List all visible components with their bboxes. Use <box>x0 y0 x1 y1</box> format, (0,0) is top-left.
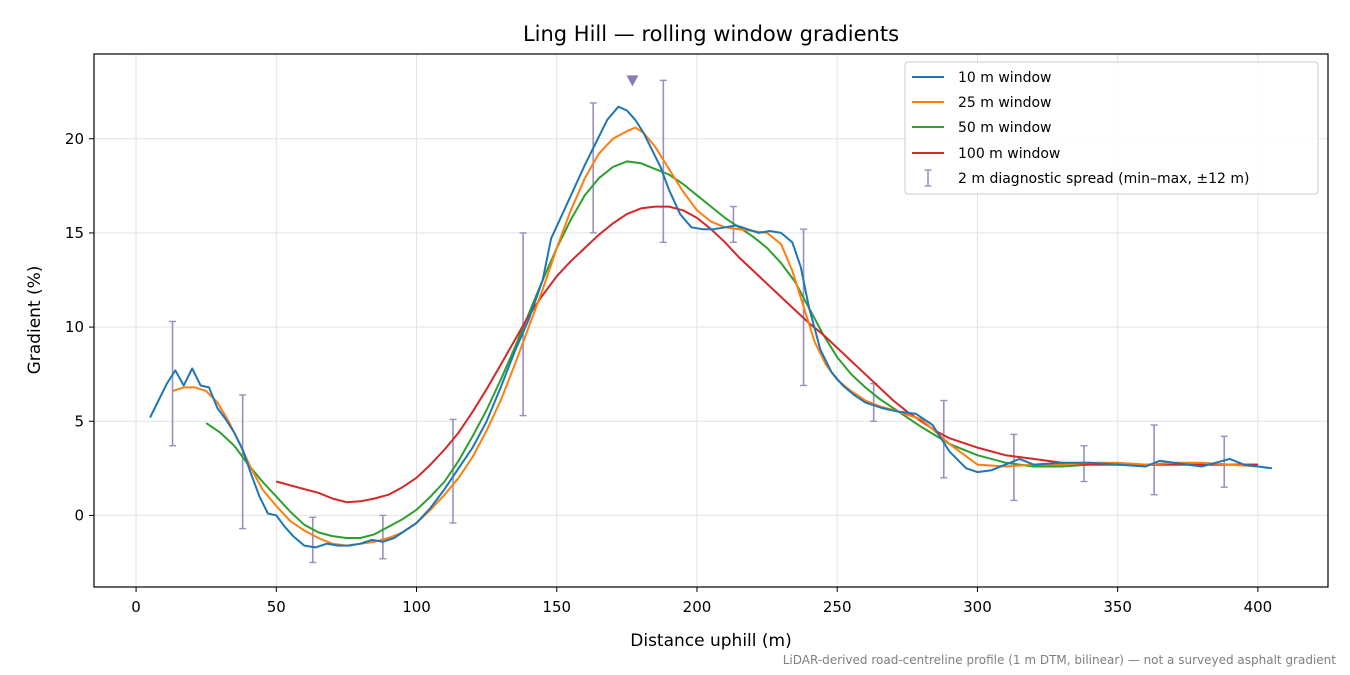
plot-frame <box>93 53 1329 588</box>
legend-item: 10 m window <box>912 70 1051 86</box>
x-tick-label: 250 <box>823 598 852 616</box>
diagnostic-spread-errorbar <box>379 514 387 560</box>
legend-item: 100 m window <box>912 146 1060 162</box>
peak-marker <box>626 75 639 87</box>
legend-label: 50 m window <box>958 120 1051 136</box>
legend-box <box>904 61 1319 195</box>
diagnostic-spread-errorbar <box>1010 433 1018 502</box>
x-tick-label: 150 <box>542 598 571 616</box>
x-tick-label: 50 <box>267 598 286 616</box>
x-tick-label: 400 <box>1244 598 1273 616</box>
legend-label: 100 m window <box>958 146 1060 162</box>
y-axis-ticks: 0 5 10 15 20 <box>65 130 94 524</box>
x-axis-label: Distance uphill (m) <box>630 631 791 651</box>
x-tick-label: 350 <box>1103 598 1132 616</box>
x-tick-label: 300 <box>963 598 992 616</box>
series-line-10-m-window <box>149 105 1273 549</box>
y-tick-label: 0 <box>74 506 84 524</box>
x-tick-label: 0 <box>131 598 141 616</box>
series-line-50-m-window <box>205 160 1258 539</box>
legend-item: 25 m window <box>912 95 1051 111</box>
x-tick-label: 200 <box>683 598 712 616</box>
legend-item-diagnostic-spread: 2 m diagnostic spread (min–max, ±12 m) <box>924 169 1249 187</box>
y-tick-label: 10 <box>65 318 84 336</box>
series-lines <box>149 105 1273 549</box>
diagnostic-spread-errorbar <box>1220 435 1228 488</box>
diagnostic-spread-errorbar <box>589 102 597 234</box>
diagnostic-spread-errorbar <box>449 418 457 524</box>
diagnostic-spread-errorbar <box>239 394 247 530</box>
legend-item: 50 m window <box>912 120 1051 136</box>
series-line-100-m-window <box>276 205 1258 504</box>
legend: 10 m window 25 m window 50 m window 100 m w… <box>904 61 1319 195</box>
y-axis-label: Gradient (%) <box>25 266 45 375</box>
legend-label: 10 m window <box>958 70 1051 86</box>
peak-marker-layer <box>626 75 639 87</box>
y-tick-label: 5 <box>74 412 84 430</box>
x-tick-label: 100 <box>402 598 431 616</box>
x-axis-ticks: 0 50 100 150 200 250 300 350 400 <box>131 587 1272 616</box>
legend-label: 25 m window <box>958 95 1051 111</box>
footnote: LiDAR-derived road-centreline profile (1… <box>783 653 1337 667</box>
diagnostic-spread-errorbar <box>1150 424 1158 496</box>
chart-title: Ling Hill — rolling window gradients <box>523 22 899 46</box>
diagnostic-spread-errorbar <box>309 516 317 564</box>
y-tick-label: 15 <box>65 224 84 242</box>
legend-label: 2 m diagnostic spread (min–max, ±12 m) <box>958 171 1249 187</box>
y-tick-label: 20 <box>65 130 84 148</box>
diagnostic-spread-errorbar <box>169 320 177 447</box>
